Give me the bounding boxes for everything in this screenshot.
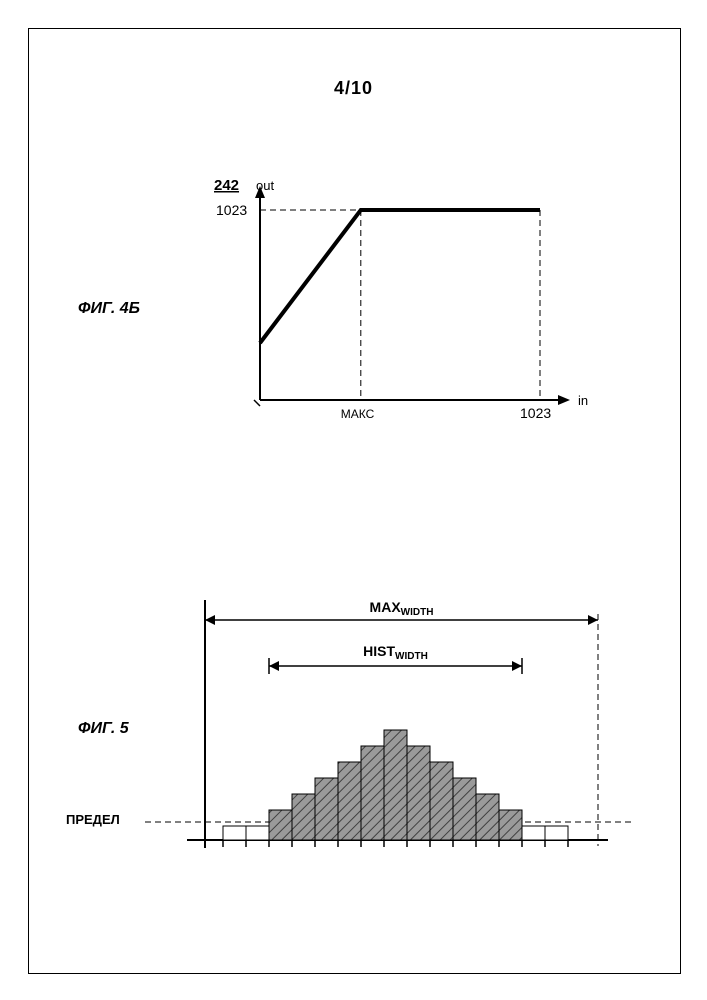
figure-5-chart: MAXWIDTH HISTWIDTH <box>145 580 635 880</box>
svg-text:МАКС: МАКС <box>341 407 375 421</box>
svg-text:MAXWIDTH: MAXWIDTH <box>370 599 434 618</box>
figure-5-label: ФИГ. 5 <box>78 720 129 738</box>
svg-text:in: in <box>578 393 588 408</box>
figure-4b-label: ФИГ. 4Б <box>78 300 140 318</box>
svg-text:1023: 1023 <box>520 405 551 421</box>
svg-text:HISTWIDTH: HISTWIDTH <box>363 643 428 662</box>
page: 4/10 ФИГ. 4Б ФИГ. 5 ПРЕДЕЛ 242out1023МАК… <box>0 0 707 1000</box>
svg-text:242: 242 <box>214 177 239 194</box>
limit-label: ПРЕДЕЛ <box>66 812 120 827</box>
svg-text:1023: 1023 <box>216 202 247 218</box>
figure-4b-chart: 242out1023МАКС1023in <box>190 170 590 440</box>
page-number: 4/10 <box>0 78 707 99</box>
